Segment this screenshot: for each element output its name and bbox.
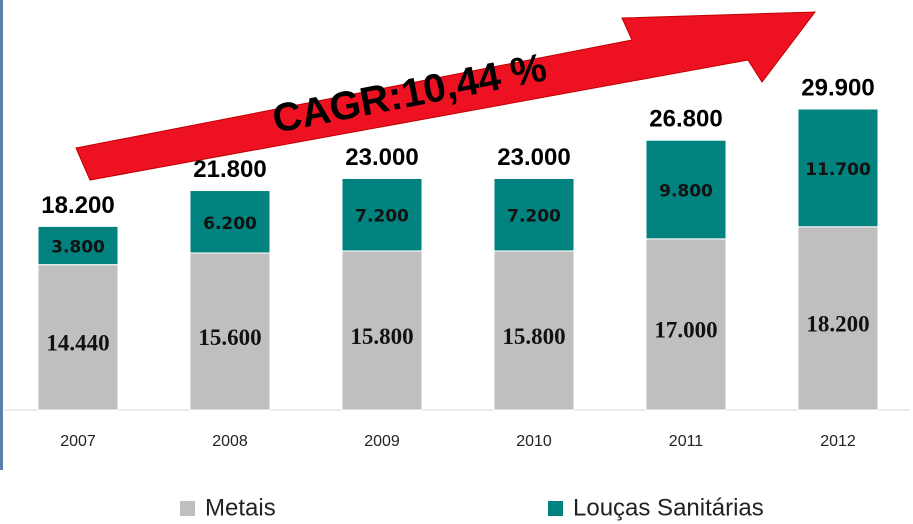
cagr-arrow: [75, 11, 817, 181]
legend-swatch: [180, 501, 195, 516]
segment-label: 6.200: [203, 214, 257, 234]
segment-label: 7.200: [507, 207, 561, 227]
left-edge: [0, 0, 3, 470]
x-tick-label: 2010: [516, 433, 552, 450]
total-label: 23.000: [345, 144, 418, 171]
legend-label: Louças Sanitárias: [573, 494, 764, 521]
segment-label: 3.800: [51, 238, 105, 258]
total-label: 26.800: [649, 106, 722, 133]
segment-label: 15.800: [350, 324, 413, 349]
segment-label: 14.440: [46, 331, 109, 356]
bar-segment: [493, 177, 575, 252]
segment-label: 9.800: [659, 182, 713, 202]
x-tick-label: 2011: [669, 433, 704, 450]
segment-label: 7.200: [355, 207, 409, 227]
segment-label: 15.800: [502, 324, 565, 349]
bar-segment: [37, 264, 119, 411]
total-label: 29.900: [801, 74, 874, 101]
x-tick-label: 2009: [364, 433, 400, 450]
bar-segment: [797, 226, 879, 411]
segment-label: 18.200: [806, 312, 869, 337]
segment-label: 17.000: [654, 318, 717, 343]
x-tick-label: 2012: [820, 433, 856, 450]
bar-segment: [189, 190, 271, 254]
bar-segment: [645, 139, 727, 240]
bar-segment: [493, 250, 575, 411]
segment-label: 15.600: [198, 325, 261, 350]
x-tick-label: 2007: [60, 433, 96, 450]
total-label: 18.200: [41, 192, 114, 219]
cagr-annotation: CAGR:10,44 %: [269, 46, 550, 142]
total-label: 21.800: [193, 156, 266, 183]
bar-segment: [341, 250, 423, 411]
bar-segment: [37, 225, 119, 266]
bar-segment: [645, 238, 727, 411]
bar-segment: [341, 177, 423, 252]
total-label: 23.000: [497, 144, 570, 171]
bar-segment: [797, 108, 879, 228]
legend-swatch: [548, 501, 563, 516]
x-tick-label: 2008: [212, 433, 248, 450]
segment-label: 11.700: [805, 160, 871, 180]
bar-segment: [189, 252, 271, 411]
legend-label: Metais: [205, 494, 276, 521]
